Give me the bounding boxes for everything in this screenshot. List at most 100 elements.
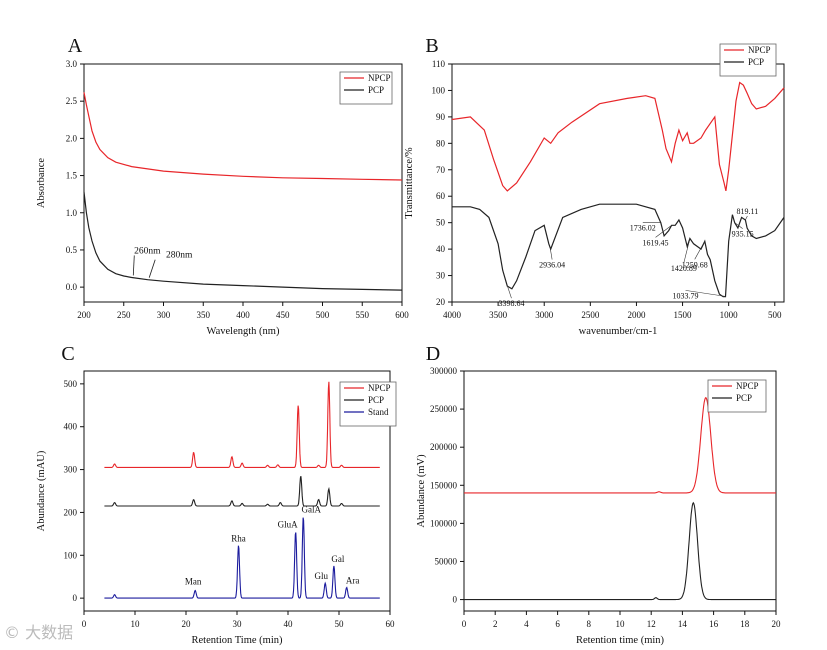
y-tick-label: 100000 [430,518,458,528]
peak-label: 3398.64 [498,299,524,308]
peak-label: 1736.02 [630,224,656,233]
x-tick-label: 350 [197,310,211,320]
series-line-npcp [83,92,403,181]
x-tick-label: 8 [587,619,592,629]
panel-c-chart: C 0 10 20 30 40 50 60 0 100 200 300 400 500 Retention … [36,343,397,646]
y-tick-label: 0.5 [66,245,78,255]
x-tick-label: 40 [284,619,294,629]
peak-leader [655,225,672,238]
y-tick-label: 0 [453,595,458,605]
panel-a-chart: A 200 250 300 350 400 450 500 550 600 0.0 0.5 1.0 1.5… [36,35,409,337]
x-tick-label: 6 [555,619,560,629]
y-tick-label: 300 [64,465,78,475]
y-tick-label: 3.0 [66,59,78,69]
y-tick-label: 100 [432,85,446,95]
y-tick-label: 200000 [430,442,458,452]
series-line-pcp [104,476,380,507]
panel-d-chart: D 0 2 4 6 8 10 12 14 16 18 20 0 50000 100000 150000 2000… [416,343,781,646]
legend-box [339,381,397,427]
peak-label: 1619.45 [643,238,669,247]
series-line-pcp [464,501,776,601]
x-tick-label: 3000 [535,310,554,320]
series-line-stand [104,517,380,599]
legend-label: PCP [368,395,384,405]
y-tick-label: 0.0 [66,282,78,292]
x-axis-label: Retention time (min) [576,635,665,646]
y-tick-label: 60 [436,191,446,201]
x-tick-label: 16 [709,619,719,629]
x-tick-label: 4 [524,619,529,629]
peak-leader [683,238,691,263]
y-axis-label: Abundance (mAU) [36,450,47,531]
y-tick-label: 50 [436,218,446,228]
x-tick-label: 450 [276,310,290,320]
y-tick-label: 30 [436,271,446,281]
y-tick-label: 70 [436,165,446,175]
x-tick-label: 2000 [627,310,646,320]
y-tick-label: 250000 [430,404,458,414]
x-tick-label: 2500 [581,310,600,320]
series-line-npcp [104,381,380,468]
y-tick-label: 2.5 [66,96,78,106]
legend-label: Stand [368,407,389,417]
x-tick-label: 0 [462,619,467,629]
peak-label: 2936.04 [539,261,565,270]
panel-letter-c: C [61,343,74,365]
peak-label: Man [185,576,202,586]
x-tick-label: 1500 [674,310,693,320]
y-tick-label: 150000 [430,480,458,490]
legend-label: NPCP [748,45,771,55]
y-tick-label: 50000 [435,556,458,566]
y-tick-label: 110 [432,59,446,69]
legend-label: NPCP [368,383,391,393]
peak-label: 1259.68 [682,260,708,269]
x-axis-label: Retention Time (min) [191,635,283,646]
y-tick-label: 80 [436,138,446,148]
x-tick-label: 30 [233,619,243,629]
x-tick-label: 550 [356,310,370,320]
legend-box [339,71,393,105]
y-tick-label: 90 [436,112,446,122]
x-tick-label: 50 [335,619,345,629]
x-tick-label: 500 [316,310,330,320]
panel-letter-a: A [68,35,83,57]
x-tick-label: 250 [117,310,131,320]
x-tick-label: 10 [131,619,141,629]
peak-label: Glu [314,571,328,581]
y-tick-label: 400 [64,422,78,432]
annotation-line [148,259,156,278]
x-tick-label: 200 [77,310,91,320]
x-tick-label: 20 [182,619,192,629]
series-line-pcp [452,203,785,298]
y-tick-label: 500 [64,379,78,389]
peak-label: GluA [278,520,299,530]
legend-label: PCP [748,57,764,67]
y-tick-label: 1.0 [66,208,78,218]
series-line-npcp [464,396,776,494]
panel-b-chart: B 4000 3500 3000 2500 2000 1500 1000 500 20 30 40 50… [404,35,785,337]
peak-label: 1420.89 [671,264,697,273]
peak-label: 935.15 [732,230,754,239]
legend-box [719,43,777,77]
x-tick-label: 20 [772,619,782,629]
y-axis-label: Transmittance/% [404,147,415,219]
x-tick-label: 3500 [489,310,508,320]
watermark: © 大数据 [4,623,74,642]
annotation-line [132,255,135,276]
legend-box [707,379,767,413]
y-tick-label: 100 [64,550,78,560]
x-tick-label: 400 [236,310,250,320]
peak-leader [685,290,726,297]
legend-label: NPCP [736,381,759,391]
x-tick-label: 0 [82,619,87,629]
y-tick-label: 1.5 [66,171,78,181]
legend-label: NPCP [368,73,391,83]
x-tick-label: 60 [386,619,396,629]
peak-label: 819.11 [736,207,758,216]
panel-letter-d: D [426,343,440,365]
x-tick-label: 10 [616,619,626,629]
peak-label: Ara [346,575,360,585]
peak-leader [745,215,748,221]
x-tick-label: 2 [493,619,498,629]
y-tick-label: 0 [73,593,78,603]
